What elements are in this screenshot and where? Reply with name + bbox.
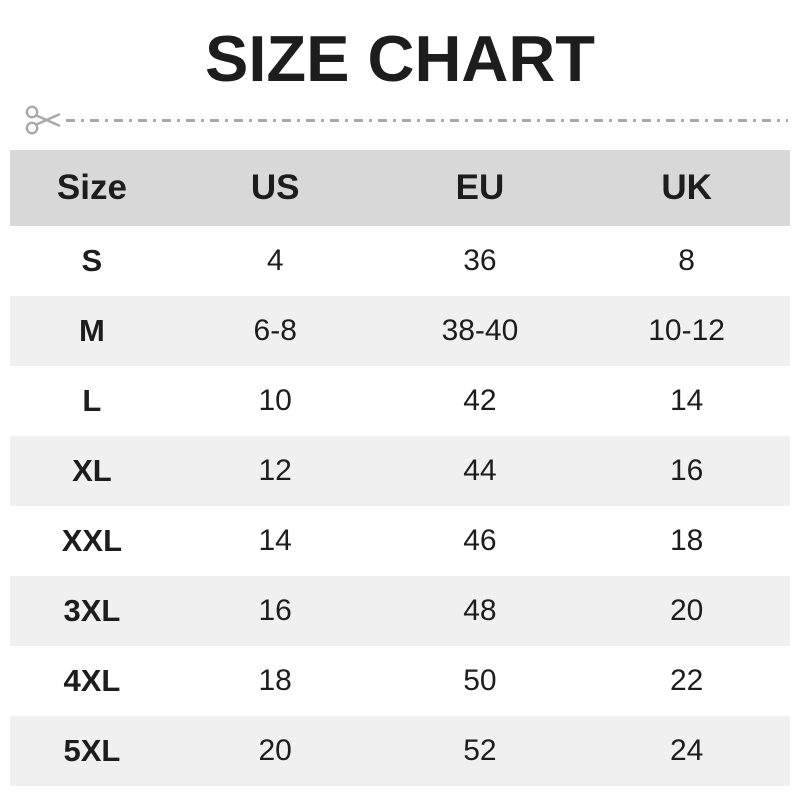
table-row-3xl: 3XL 16 48 20 [10, 576, 790, 646]
value-cell: 42 [463, 384, 497, 417]
value-cell: 6-8 [253, 314, 297, 347]
table-row-xl: XL 12 44 16 [10, 436, 790, 506]
value-cell: 8 [678, 244, 695, 277]
value-cell: 14 [669, 384, 704, 417]
value-cell: 44 [463, 454, 497, 487]
size-cell: 3XL [63, 593, 121, 628]
value-cell: 18 [669, 524, 704, 557]
value-cell: 10-12 [648, 314, 725, 347]
page-title: SIZE CHART [205, 22, 595, 95]
table-row-xxl: XXL 14 46 18 [10, 506, 790, 576]
value-cell: 4 [266, 244, 284, 277]
table-row-4xl: 4XL 18 50 22 [10, 646, 790, 716]
value-cell: 20 [258, 734, 292, 767]
size-cell: 4XL [63, 663, 121, 698]
value-cell: 12 [258, 454, 292, 487]
value-cell: 52 [463, 734, 497, 767]
value-cell: 38-40 [441, 314, 519, 347]
value-cell: 18 [258, 664, 292, 697]
size-cell: S [81, 243, 103, 278]
header-cell-uk: UK [661, 168, 712, 207]
scissors-icon [24, 101, 62, 139]
cut-line [24, 100, 788, 140]
size-cell: 5XL [63, 733, 121, 768]
table-row-5xl: 5XL 20 52 24 [10, 716, 790, 786]
value-cell: 24 [669, 734, 704, 767]
header-cell-size: Size [56, 168, 127, 207]
value-cell: 50 [463, 664, 497, 697]
value-cell: 46 [463, 524, 497, 557]
header-cell-eu: EU [455, 168, 505, 207]
dash-line [66, 118, 788, 122]
size-cell: L [82, 383, 102, 418]
table-row-s: S 4 36 8 [10, 226, 790, 296]
value-cell: 48 [463, 594, 497, 627]
table-row-m: M 6-8 38-40 10-12 [10, 296, 790, 366]
size-cell: XXL [61, 523, 123, 558]
value-cell: 20 [669, 594, 704, 627]
size-cell: M [78, 313, 105, 348]
table-row-l: L 10 42 14 [10, 366, 790, 436]
value-cell: 16 [669, 454, 704, 487]
size-cell: XL [72, 453, 112, 488]
size-chart-table: Size US EU UK S 4 36 8 M 6-8 38-40 10-12… [10, 150, 790, 786]
value-cell: 36 [463, 244, 497, 277]
value-cell: 10 [258, 384, 292, 417]
value-cell: 14 [258, 524, 292, 557]
value-cell: 16 [258, 594, 292, 627]
value-cell: 22 [669, 664, 704, 697]
table-header-row: Size US EU UK [10, 150, 790, 226]
header-cell-us: US [250, 168, 300, 207]
